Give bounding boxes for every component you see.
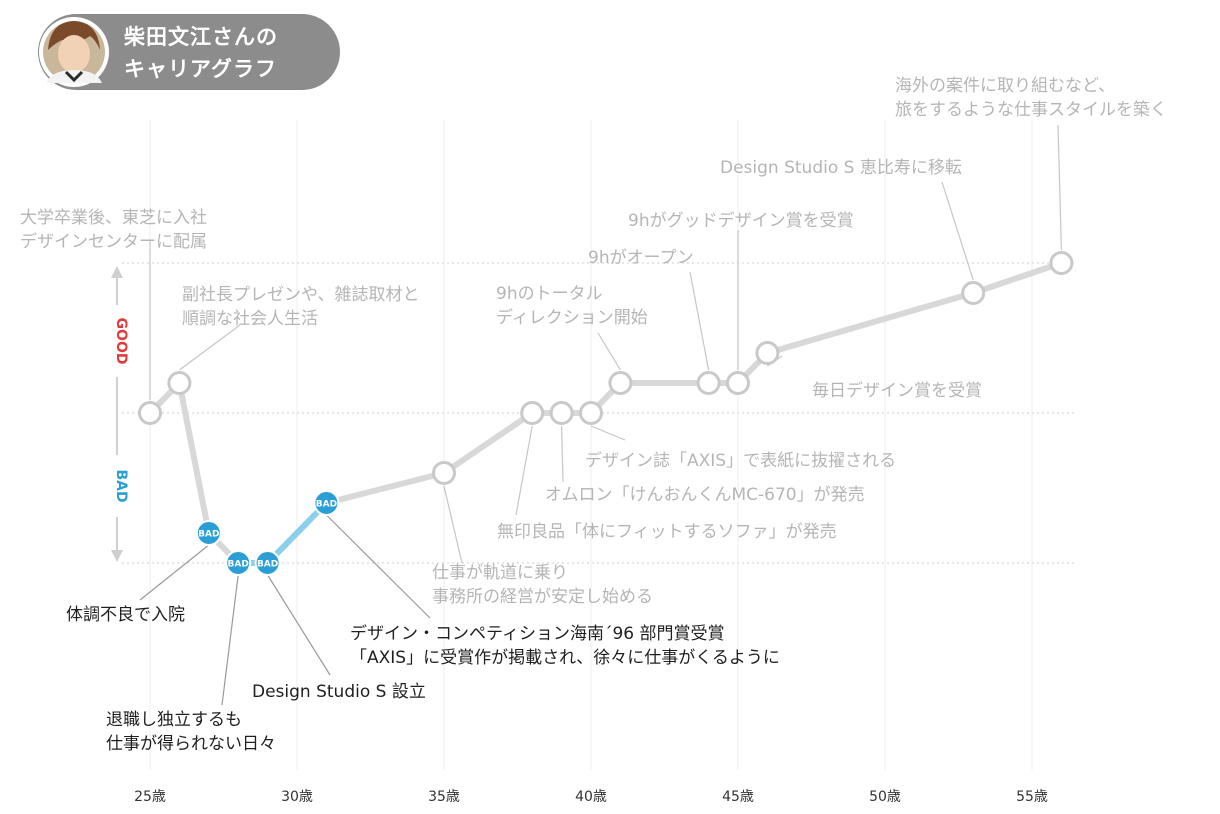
data-point — [520, 401, 545, 425]
data-point — [608, 371, 633, 395]
series-segment — [970, 260, 1065, 296]
data-point — [755, 341, 780, 365]
header-badge: 柴田文江さんの キャリアグラフ — [38, 14, 340, 90]
data-point — [1049, 251, 1074, 275]
x-tick-label: 55歳 — [1016, 789, 1048, 805]
annotation-text: 海外の案件に取り組むなど、 — [895, 76, 1115, 96]
annotation-text: 旅をするような仕事スタイルを築く — [895, 100, 1167, 120]
x-tick-label: 40歳 — [575, 789, 607, 805]
bad-point — [254, 550, 281, 576]
x-tick-label: 25歳 — [134, 789, 166, 805]
leader-line — [689, 271, 710, 371]
bad-badge-label: BAD — [257, 560, 278, 570]
x-tick-label: 35歳 — [428, 789, 460, 805]
annotation-text: オムロン「けんおんくんMC-670」が発売 — [545, 485, 865, 505]
annotation-text: 「AXIS」に受賞作が掲載され、徐々に仕事がくるように — [350, 648, 780, 668]
series-segment — [323, 470, 447, 506]
annotation-text: 退職し独立するも — [106, 710, 242, 730]
data-points: BAD BAD BAD BAD — [138, 251, 1074, 576]
header-background — [38, 14, 340, 90]
leader-line — [139, 544, 210, 601]
data-point — [961, 281, 986, 305]
annotations: 大学卒業後、東芝に入社デザインセンターに配属副社長プレゼンや、雑誌取材と順調な社… — [20, 76, 1167, 754]
leader-line — [941, 181, 974, 281]
annotation-text: 毎日デザイン賞を受賞 — [812, 380, 982, 401]
leader-line — [1057, 124, 1062, 251]
data-point — [432, 461, 456, 485]
annotation-text: 仕事が得られない日々 — [106, 734, 276, 754]
good-bad-axis: GOOD BAD — [105, 266, 129, 562]
leader-line — [267, 574, 331, 676]
data-point — [726, 371, 750, 395]
annotation-text: 無印良品「体にフィットするソファ」が発売 — [497, 522, 837, 542]
bad-point — [225, 550, 252, 576]
annotation-text: 体調不良で入院 — [66, 605, 185, 625]
grid — [122, 120, 1075, 770]
annotation-text: ディレクション開始 — [496, 307, 648, 328]
annotation-text: 9hのトータル — [496, 284, 603, 304]
leader-line — [597, 332, 621, 371]
annotation-text: デザイン誌「AXIS」で表紙に抜擢される — [585, 450, 896, 471]
data-point — [549, 401, 574, 425]
header-title-line2: キャリアグラフ — [124, 57, 277, 81]
data-point — [696, 371, 721, 395]
leader-line — [179, 324, 241, 371]
bad-point — [195, 520, 222, 546]
leader-line — [325, 514, 431, 619]
bad-point — [313, 490, 340, 516]
data-point — [579, 401, 603, 425]
leader-line — [590, 425, 626, 441]
data-point — [138, 401, 162, 425]
leader-line — [561, 425, 564, 483]
leader-line — [221, 574, 239, 706]
bad-badge-label: BAD — [198, 530, 219, 540]
bad-label: BAD — [113, 469, 129, 502]
series-segment — [176, 380, 212, 536]
annotation-text: Design Studio S 設立 — [252, 682, 426, 702]
bad-badge-label: BAD — [228, 560, 249, 570]
avatar — [39, 17, 109, 87]
x-axis-ticks: 25歳 30歳 35歳 40歳 45歳 50歳 55歳 — [134, 789, 1048, 805]
annotation-text: 9hがグッドデザイン賞を受賞 — [628, 210, 854, 231]
annotation-text: Design Studio S 恵比寿に移転 — [720, 158, 962, 178]
header-title-line1: 柴田文江さんの — [123, 25, 278, 49]
axis-arrow-up-icon — [111, 266, 123, 278]
series-segment — [441, 410, 536, 476]
bad-badge-label: BAD — [316, 500, 337, 510]
annotation-text: 副社長プレゼンや、雑誌取材と — [182, 285, 420, 305]
series-segment — [264, 500, 330, 566]
series-segment — [764, 290, 977, 356]
annotation-text: 大学卒業後、東芝に入社 — [20, 208, 207, 228]
x-tick-label: 50歳 — [869, 789, 901, 805]
annotation-text: 順調な社会人生活 — [182, 309, 318, 329]
leader-line — [515, 425, 533, 516]
annotation-text: デザインセンターに配属 — [20, 231, 207, 252]
annotation-text: デザイン・コンペティション海南´96 部門賞受賞 — [350, 623, 725, 644]
x-tick-label: 30歳 — [281, 789, 313, 805]
good-label: GOOD — [113, 318, 129, 365]
annotation-leaders — [139, 124, 1062, 706]
axis-arrow-down-icon — [111, 550, 123, 562]
leader-line — [443, 485, 463, 564]
annotation-text: 9hがオープン — [588, 248, 694, 268]
annotation-text: 仕事が軌道に乗り — [432, 563, 568, 583]
x-tick-label: 45歳 — [722, 789, 754, 805]
data-point — [167, 371, 192, 395]
annotation-text: 事務所の経営が安定し始める — [432, 587, 653, 607]
